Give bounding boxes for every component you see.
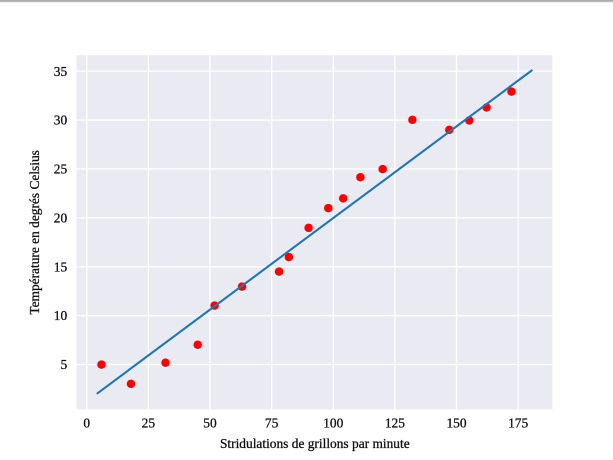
svg-text:Température en degrés Celsius: Température en degrés Celsius <box>27 150 42 315</box>
svg-text:75: 75 <box>265 415 279 430</box>
svg-text:15: 15 <box>54 259 68 274</box>
svg-text:25: 25 <box>54 162 68 177</box>
svg-text:100: 100 <box>323 415 343 430</box>
svg-text:35: 35 <box>54 64 68 79</box>
svg-text:50: 50 <box>203 415 217 430</box>
svg-text:175: 175 <box>508 415 528 430</box>
svg-text:10: 10 <box>54 308 68 323</box>
svg-text:0: 0 <box>83 415 90 430</box>
svg-text:150: 150 <box>446 415 466 430</box>
svg-text:5: 5 <box>60 357 67 372</box>
svg-text:25: 25 <box>142 415 156 430</box>
svg-text:20: 20 <box>54 210 68 225</box>
svg-text:125: 125 <box>385 415 405 430</box>
svg-text:30: 30 <box>54 113 68 128</box>
svg-text:Stridulations de grillons par: Stridulations de grillons par minute <box>220 436 410 451</box>
